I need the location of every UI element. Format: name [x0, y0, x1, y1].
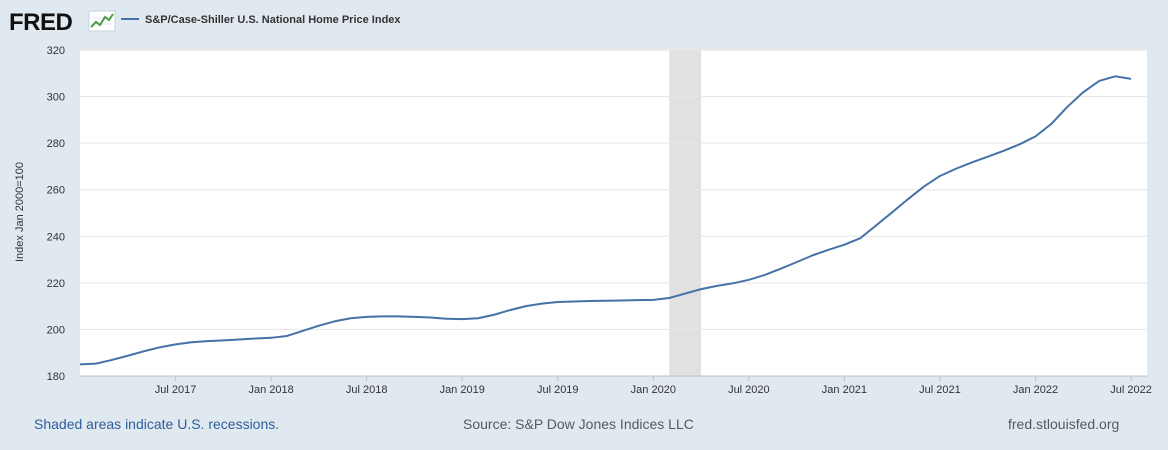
- x-tick-label-7: Jan 2021: [822, 384, 867, 396]
- y-tick-label-180: 180: [47, 371, 65, 383]
- x-tick-label-3: Jan 2019: [440, 384, 485, 396]
- x-tick-label-5: Jan 2020: [631, 384, 676, 396]
- y-axis-title: Index Jan 2000=100: [14, 162, 26, 262]
- fred-logo-text: FRED: [9, 9, 73, 36]
- x-tick-label-6: Jul 2020: [728, 384, 770, 396]
- series-line-0[interactable]: [79, 75, 1132, 366]
- x-tick-label-2: Jul 2018: [346, 384, 388, 396]
- fred-logo[interactable]: FRED: [9, 9, 116, 36]
- series-layer: [79, 75, 1132, 366]
- y-tick-label-320: 320: [47, 45, 65, 57]
- x-tick-label-1: Jan 2018: [248, 384, 293, 396]
- plot-area: [80, 50, 1147, 376]
- legend-label: S&P/Case-Shiller U.S. National Home Pric…: [145, 14, 401, 26]
- gridlines: [80, 49, 1147, 377]
- x-tick-label-10: Jul 2022: [1110, 384, 1152, 396]
- recession-shading-layer: [669, 50, 702, 376]
- x-axis-ticks: Jul 2017 Jan 2018 Jul 2018 Jan 2019 Jul 2019…: [155, 376, 1152, 396]
- y-tick-label-300: 300: [47, 92, 65, 104]
- x-tick-label-4: Jul 2019: [537, 384, 579, 396]
- y-tick-label-200: 200: [47, 324, 65, 336]
- y-tick-label-260: 260: [47, 185, 65, 197]
- y-tick-label-280: 280: [47, 138, 65, 150]
- x-tick-label-9: Jan 2022: [1013, 384, 1058, 396]
- x-tick-label-8: Jul 2021: [919, 384, 961, 396]
- recession-band-0: [669, 50, 702, 376]
- site-link[interactable]: fred.stlouisfed.org: [1008, 416, 1120, 432]
- y-tick-label-240: 240: [47, 231, 65, 243]
- x-tick-label-0: Jul 2017: [155, 384, 197, 396]
- source-text: Source: S&P Dow Jones Indices LLC: [463, 416, 694, 432]
- legend: S&P/Case-Shiller U.S. National Home Pric…: [121, 14, 401, 26]
- fred-logo-graph-icon: [88, 10, 116, 32]
- recession-note-link[interactable]: Shaded areas indicate U.S. recessions.: [34, 416, 280, 432]
- y-axis-ticks: 180 200 220 240 260 280 300 320: [47, 45, 65, 383]
- y-tick-label-220: 220: [47, 278, 65, 290]
